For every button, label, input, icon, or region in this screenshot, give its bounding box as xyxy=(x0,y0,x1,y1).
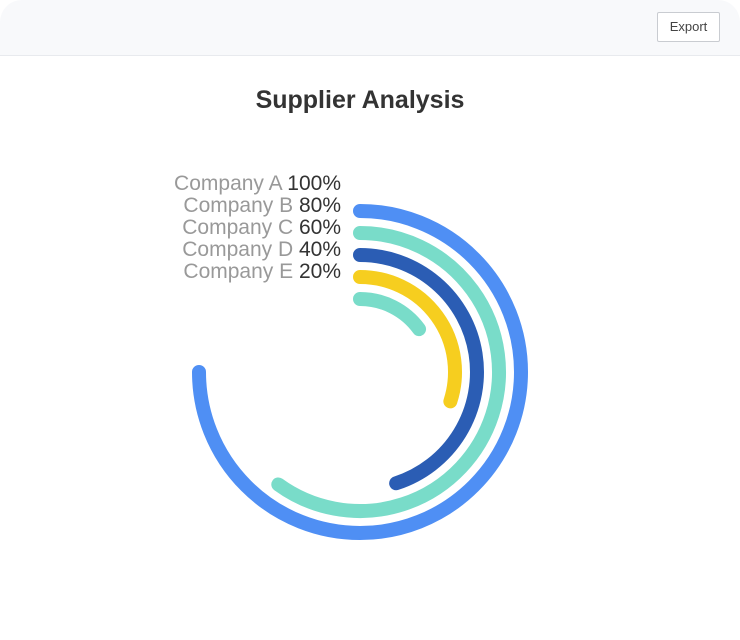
series-label-company-c: Company C 60% xyxy=(182,216,341,239)
radial-bar-company-b[interactable] xyxy=(271,226,506,518)
category-label: Company B xyxy=(183,194,299,217)
category-label: Company C xyxy=(182,216,299,239)
radial-bar-company-e[interactable] xyxy=(353,292,427,337)
series-label-company-e: Company E 20% xyxy=(183,260,341,283)
value-label: 20% xyxy=(299,260,341,283)
category-label: Company D xyxy=(182,238,299,261)
toolbar: Export xyxy=(0,0,740,56)
value-label: 80% xyxy=(299,194,341,217)
series-label-company-d: Company D 40% xyxy=(182,238,341,261)
series-label-company-b: Company B 80% xyxy=(183,194,341,217)
value-label: 60% xyxy=(299,216,341,239)
radial-bar-company-d[interactable] xyxy=(353,270,462,409)
radial-bar-company-c[interactable] xyxy=(353,248,484,491)
export-button[interactable]: Export xyxy=(657,12,720,42)
value-label: 100% xyxy=(287,172,341,195)
category-label: Company A xyxy=(174,172,287,195)
series-label-company-a: Company A 100% xyxy=(174,172,341,195)
radial-bar-company-a[interactable] xyxy=(192,204,528,540)
category-label: Company E xyxy=(183,260,299,283)
chart-title: Supplier Analysis xyxy=(255,86,465,114)
value-label: 40% xyxy=(299,238,341,261)
